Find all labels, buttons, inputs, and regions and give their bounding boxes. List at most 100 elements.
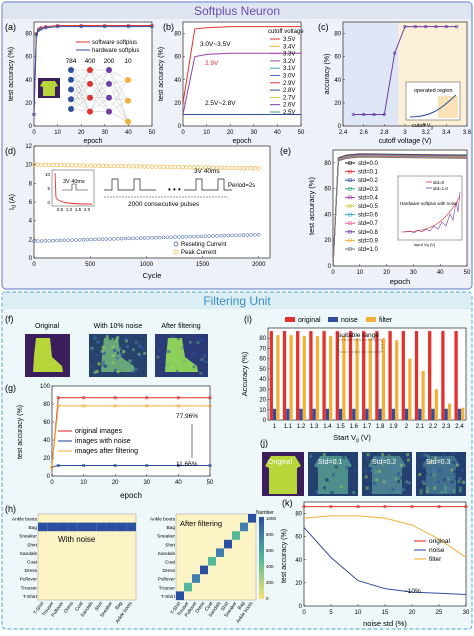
reset-current-point <box>85 237 90 242</box>
bar-original-2.3 <box>441 331 445 420</box>
j-label-std1: Std=0.1 <box>318 459 342 466</box>
h-left-col-label-6: Shirt <box>94 600 105 612</box>
h-colorbar-tick-3: 400 <box>266 564 274 569</box>
noise-pixel <box>134 367 138 371</box>
boot-noisy <box>101 338 135 372</box>
panel-c-left-region <box>343 22 399 126</box>
bar-noise-2.4 <box>457 408 462 420</box>
net-edge <box>70 97 91 100</box>
d-ytick-label-5: 10 <box>25 163 32 169</box>
net-node-l0-1 <box>68 76 74 83</box>
reset-current-point <box>230 233 234 238</box>
noise-pixel <box>114 372 118 376</box>
d-inset-xtick-1: 1.0 <box>66 207 73 212</box>
b-xtick-label-5: 50 <box>298 130 305 136</box>
h-right-diagonal-cell <box>192 574 200 583</box>
net-edge <box>89 69 110 112</box>
j-noise-pixel-2 <box>438 458 442 462</box>
suitable-range-label: suitable range <box>338 332 379 339</box>
j-noise-pixel-2 <box>444 490 448 494</box>
legend-b-title: cutoff voltage <box>268 29 304 35</box>
c-ytick-label-4: 80 <box>334 32 341 38</box>
reset-current-point <box>177 235 181 239</box>
d-inset-xtick-0: 0.5 <box>57 207 64 212</box>
k-xtick-label-6: 30 <box>463 610 470 616</box>
i-xtick-label-10: 2 <box>405 424 409 430</box>
legend-e-0: std=0.0 <box>358 161 379 167</box>
legend-k-noise: noise <box>429 547 445 554</box>
series-k-original-point-5 <box>437 505 441 509</box>
j-noise-pixel-2 <box>456 465 460 469</box>
noise-pixel <box>114 368 118 372</box>
panel-a-ylabel: test accuracy (%) <box>8 47 15 101</box>
h-right-title: After filtering <box>180 519 222 528</box>
j-noise-pixel-1 <box>399 463 403 467</box>
reset-current-point <box>135 236 139 240</box>
series-k-original-point-4 <box>410 505 414 509</box>
i-xtick-label-11: 2.1 <box>416 424 425 430</box>
series-g-1-point-1 <box>56 463 60 468</box>
j-noise-pixel-1 <box>391 488 395 492</box>
noise-pixel <box>132 370 136 374</box>
series-hardware-softplus-point-3 <box>39 27 43 31</box>
i-xtick-label-2: 1.2 <box>297 424 306 430</box>
g-xtick-label-1: 10 <box>80 480 87 486</box>
reset-current-point <box>169 235 173 239</box>
panel-e-letter: (e) <box>280 146 291 156</box>
series-g-0-point-2 <box>81 396 86 400</box>
j-noise-pixel-0 <box>345 466 349 470</box>
c-ytick-label-0: 0 <box>338 124 342 130</box>
legend-i-original: original <box>298 317 321 324</box>
bar-noise-2.3 <box>444 408 448 420</box>
reset-current-point <box>131 236 135 241</box>
reset-current-point <box>173 235 177 239</box>
bar-original-1 <box>269 331 273 420</box>
j-noise-pixel-1 <box>375 478 379 482</box>
noise-pixel <box>119 353 123 357</box>
noise-pixel <box>143 359 147 363</box>
h-right-diagonal-cell <box>184 582 192 592</box>
net-node-l0-2 <box>68 86 74 93</box>
reset-current-point <box>62 238 67 243</box>
reset-current-point <box>112 237 116 241</box>
panel-k-xlabel: noise std (%) <box>363 619 407 628</box>
legend-i-noise: noise <box>341 317 358 324</box>
net-node-l2-3 <box>106 108 112 115</box>
panel-c-letter: (c) <box>318 22 329 32</box>
a-xtick-label-4: 40 <box>125 130 132 136</box>
section-title-top: Softplus Neuron <box>194 4 280 18</box>
layer-10-label: 10 <box>124 58 132 65</box>
j-noise-pixel-2 <box>442 454 446 458</box>
j-noise-pixel-2 <box>458 477 462 481</box>
d-inset-xtick-2: 1.5 <box>75 207 82 212</box>
noise-pixel <box>101 345 105 349</box>
reset-current-point <box>157 235 162 240</box>
j-sweater-original <box>265 456 301 494</box>
net-node-l3-2 <box>125 118 131 125</box>
h-right-row-label-5: Coat <box>165 559 176 565</box>
bar-original-1.5 <box>335 331 339 420</box>
net-node-l0-3 <box>68 96 74 103</box>
i-ytick-label-1: 10 <box>259 408 266 414</box>
j-noise-pixel-1 <box>373 462 377 466</box>
filtered-pixel <box>204 360 208 364</box>
j-noise-pixel-2 <box>421 480 425 484</box>
h-colorbar-tick-0: 1000 <box>266 516 277 521</box>
series-hardware-softplus-point-1 <box>34 33 38 37</box>
k-xtick-label-4: 20 <box>409 610 416 616</box>
noise-pixel <box>142 371 146 375</box>
series-k-original-point-0 <box>302 505 306 509</box>
reset-current-point <box>180 235 185 239</box>
net-edge <box>70 89 91 112</box>
series-c-accuracy-point-8 <box>434 25 438 29</box>
panel-a-frame <box>33 21 153 127</box>
j-noise-pixel-2 <box>453 469 457 473</box>
legend-e-marker-9 <box>348 238 352 243</box>
j-noise-pixel-2 <box>425 489 429 493</box>
series-c-accuracy-point-4 <box>393 51 397 55</box>
series-g-0-point-4 <box>145 396 149 400</box>
h-right-col-label-4: Coat <box>204 600 215 612</box>
bar-filter-1.6 <box>355 338 359 420</box>
softplus-curve-inset <box>409 94 457 118</box>
net-edge <box>70 69 91 112</box>
